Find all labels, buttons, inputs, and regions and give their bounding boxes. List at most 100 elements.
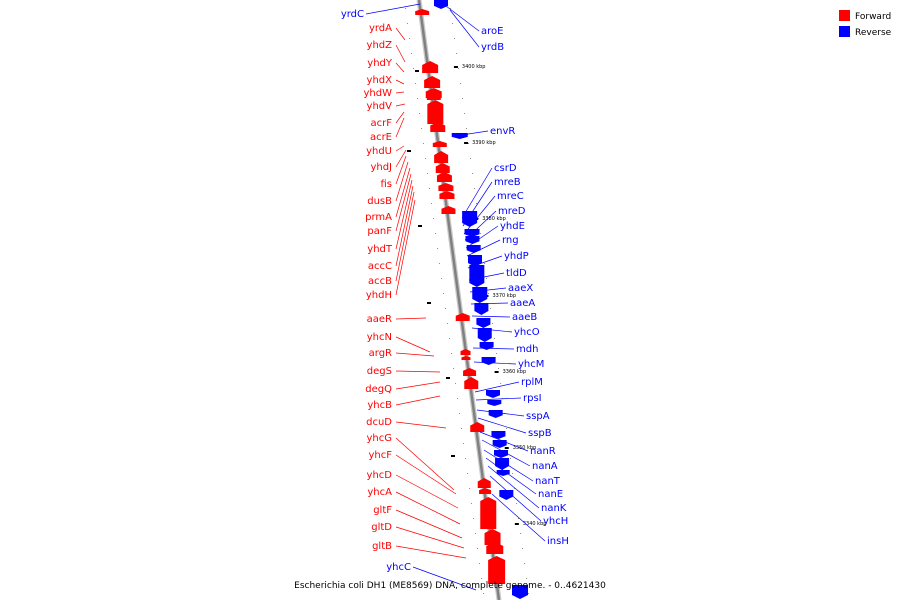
gene-label-nane: nanE [538, 489, 563, 500]
tick-label: 3370 kbp [492, 293, 516, 299]
track-dot [478, 218, 480, 219]
gene-label-dusb: dusB [367, 196, 392, 207]
forward-gene-arrow [430, 122, 446, 132]
leader-line [395, 149, 407, 168]
gene-label-gltd: gltD [371, 522, 392, 533]
track-dot [512, 473, 514, 474]
reverse-gene-arrow [495, 458, 510, 470]
leader-line [476, 409, 525, 417]
forward-gene-arrow [432, 141, 447, 147]
tick-mark [451, 455, 455, 457]
gene-label-yrdc: yrdC [341, 9, 364, 20]
leader-line [461, 167, 493, 219]
gene-label-insh: insH [547, 536, 569, 547]
reverse-gene-arrow [465, 236, 480, 244]
track-dot [417, 98, 419, 99]
leader-line [395, 44, 406, 63]
reverse-gene-arrow [476, 318, 491, 328]
forward-gene-arrow [441, 206, 456, 214]
forward-gene-arrow [422, 61, 439, 73]
reverse-gene-arrow [512, 585, 528, 599]
leader-line [395, 145, 405, 152]
track-dot [437, 248, 439, 249]
leader-line [449, 9, 480, 48]
leader-line [471, 315, 511, 318]
tick-mark [494, 371, 499, 373]
gene-label-sspb: sspB [528, 428, 552, 439]
leader-line [445, 5, 480, 32]
gene-label-mdh: mdh [516, 344, 538, 355]
track-dot [481, 578, 483, 579]
forward-swatch [839, 10, 850, 21]
forward-gene-arrow [426, 96, 441, 100]
track-dot [445, 308, 447, 309]
gene-label-fis: fis [380, 179, 392, 190]
leader-line [487, 465, 540, 509]
reverse-gene-arrow [491, 431, 506, 439]
forward-gene-arrow [439, 191, 455, 199]
tick-mark [453, 66, 458, 68]
track-dot [483, 593, 485, 594]
gene-label-yhdj: yhdJ [370, 162, 392, 173]
leader-line [365, 3, 421, 15]
gene-label-sspa: sspA [526, 411, 550, 422]
leader-line [395, 509, 463, 539]
track-dot [522, 548, 524, 549]
gene-label-acre: acrE [370, 132, 392, 143]
track-dot [465, 458, 467, 459]
gene-label-gltf: gltF [373, 505, 392, 516]
leader-line [481, 439, 531, 467]
gene-label-yhcf: yhcF [368, 450, 392, 461]
reverse-gene-arrow [499, 490, 514, 500]
forward-gene-arrow [463, 368, 477, 376]
leader-line [395, 173, 412, 232]
reverse-gene-arrow [451, 133, 468, 139]
leader-line [395, 179, 413, 250]
leader-line [464, 210, 497, 241]
gene-label-yhdp: yhdP [504, 251, 529, 262]
tick-label: 3380 kbp [482, 216, 506, 222]
leader-line [395, 62, 405, 73]
track-dot [439, 263, 441, 264]
track-dot [409, 38, 411, 39]
gene-label-yhdh: yhdH [366, 290, 392, 301]
gene-label-yhcg: yhcG [366, 433, 392, 444]
leader-line [395, 336, 431, 353]
tick-mark [407, 150, 411, 152]
tick-label: 3390 kbp [472, 140, 496, 146]
legend: Forward Reverse [839, 10, 892, 38]
gene-label-yhdv: yhdV [367, 101, 393, 112]
leader-line [470, 302, 509, 305]
gene-label-yhdx: yhdX [367, 75, 393, 86]
gene-label-argr: argR [369, 348, 392, 359]
gene-label-yhdw: yhdW [364, 88, 393, 99]
leader-line [477, 417, 527, 434]
tick-mark [446, 377, 450, 379]
gene-label-yrdb: yrdB [481, 42, 504, 53]
reverse-gene-arrow [469, 265, 485, 287]
forward-gene-arrow [460, 349, 471, 355]
forward-gene-arrow [477, 478, 491, 488]
track-dot [425, 158, 427, 159]
reverse-gene-arrow [477, 328, 492, 342]
track-dot [471, 503, 473, 504]
leader-line [395, 526, 465, 549]
forward-gene-arrow [424, 76, 441, 88]
track-dot [476, 203, 478, 204]
leader-line [489, 475, 542, 522]
forward-gene-arrow [484, 529, 501, 545]
track-dot [463, 443, 465, 444]
track-dot [467, 473, 469, 474]
leader-line [395, 381, 441, 390]
track-dot [457, 398, 459, 399]
gene-label-mred: mreD [498, 206, 526, 217]
leader-line [395, 103, 406, 107]
tick-mark [427, 302, 431, 304]
track-dot [447, 323, 449, 324]
track-dot [472, 173, 474, 174]
track-dot [486, 278, 488, 279]
forward-gene-arrow [488, 556, 506, 584]
track-dot [429, 188, 431, 189]
reverse-gene-arrow [434, 0, 448, 9]
gene-label-gltb: gltB [372, 541, 392, 552]
